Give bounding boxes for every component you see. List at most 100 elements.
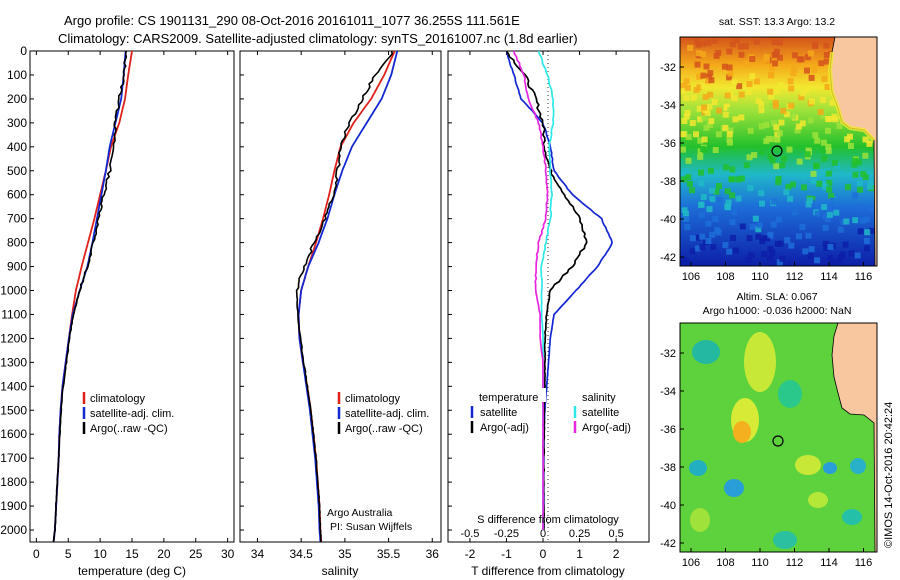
sst-pixel [808, 246, 815, 253]
sst-pixel [747, 185, 754, 192]
sst-pixel [810, 170, 817, 177]
sst-pixel [802, 248, 809, 255]
series-line [52, 50, 133, 543]
sst-pixel [867, 144, 874, 151]
map-y-label: -40 [660, 214, 676, 226]
sst-pixel [683, 95, 690, 102]
sst-pixel [842, 241, 849, 248]
map-x-label: 110 [751, 557, 769, 569]
sst-pixel [683, 258, 690, 265]
sst-pixel [694, 38, 701, 45]
sst-pixel [773, 163, 780, 170]
sst-pixel [825, 170, 832, 177]
sst-pixel [823, 42, 830, 49]
s-tick-label: -0.25 [494, 528, 519, 540]
sst-pixel [706, 122, 713, 128]
sst-pixel [769, 157, 776, 164]
sst-map: sat. SST: 13.3 Argo: 13.2 106 108 110 112 11… [660, 16, 878, 283]
sst-pixel [685, 157, 692, 164]
sst-pixel [807, 253, 814, 260]
sst-pixel [778, 119, 785, 126]
sst-pixel [731, 95, 738, 102]
sst-pixel [758, 101, 765, 107]
sst-pixel [727, 170, 734, 177]
sst-pixel [763, 121, 770, 128]
sst-pixel [744, 60, 751, 67]
sst-map-title: sat. SST: 13.3 Argo: 13.2 [719, 16, 835, 28]
map-x-label: 112 [786, 271, 804, 283]
sst-coast-band [827, 51, 876, 142]
sst-pixel [710, 244, 717, 251]
sst-pixel [727, 70, 734, 77]
sst-pixel [832, 116, 839, 123]
sst-pixel [812, 43, 818, 49]
sst-pixel [712, 216, 719, 223]
sst-pixel [847, 133, 853, 140]
sst-pixel [867, 183, 874, 190]
sst-pixel [787, 78, 794, 85]
sst-pixel [727, 107, 734, 114]
sst-pixel [708, 118, 715, 125]
sst-pixel [821, 75, 828, 82]
map-y-label: -42 [660, 538, 676, 550]
sst-pixel [760, 235, 767, 242]
sst-pixel [680, 131, 687, 138]
map-y-label: -42 [660, 252, 676, 264]
sst-pixel [791, 66, 798, 73]
sst-pixel [729, 192, 736, 199]
sst-pixel [820, 97, 827, 103]
sst-pixel [746, 235, 753, 242]
sst-pixel [738, 91, 745, 98]
sst-pixel [774, 136, 781, 143]
sst-pixel [684, 224, 691, 230]
sst-pixel [736, 83, 743, 90]
sst-pixel [680, 82, 687, 89]
difference-legend: temperature salinity satellite Argo(-adj… [470, 388, 631, 526]
map-x-label: 108 [716, 271, 734, 283]
sst-pixel [684, 109, 691, 116]
legend-argo: Argo(..raw -QC) [345, 423, 423, 435]
sst-pixel [722, 242, 729, 249]
sst-pixel [706, 74, 712, 80]
sst-pixel [680, 88, 687, 95]
sst-pixel [742, 43, 749, 50]
series-line [52, 50, 128, 542]
sst-pixel [814, 137, 821, 144]
sst-pixel [768, 72, 775, 78]
sst-pixel [817, 169, 824, 176]
sst-pixel [772, 60, 778, 67]
sst-pixel [751, 152, 758, 158]
x-tick-label: 0 [33, 547, 40, 561]
sst-pixel [745, 256, 752, 263]
sst-pixel [731, 209, 738, 216]
sst-pixel [854, 252, 861, 259]
x-tick-label: 15 [125, 547, 139, 561]
sst-pixel [814, 210, 821, 217]
sst-pixel [732, 116, 739, 123]
sst-pixel [731, 79, 738, 86]
s-tick-label: -0.5 [460, 528, 479, 540]
sst-pixel [753, 78, 760, 85]
sst-pixel [822, 224, 829, 231]
sst-pixel [767, 88, 774, 95]
sst-pixel [738, 175, 745, 182]
legend-argo: Argo(..raw -QC) [90, 423, 168, 435]
x-tick-label: 36 [426, 547, 440, 561]
sst-pixel [729, 235, 736, 241]
legend-satellite: satellite-adj. clim. [90, 408, 174, 420]
sst-pixel [821, 155, 828, 162]
map-x-label: 116 [855, 557, 873, 569]
sla-blob [744, 332, 776, 392]
sst-pixel [746, 154, 753, 161]
sst-pixel [723, 104, 730, 111]
sst-pixel [701, 104, 708, 111]
sst-pixel [725, 199, 732, 206]
sst-pixel [790, 181, 796, 188]
sst-pixel [707, 70, 714, 77]
sst-pixel [786, 146, 793, 153]
sst-pixel [738, 114, 745, 121]
sst-pixel [690, 94, 697, 101]
sst-pixel [761, 251, 768, 258]
sst-pixel [693, 86, 700, 93]
